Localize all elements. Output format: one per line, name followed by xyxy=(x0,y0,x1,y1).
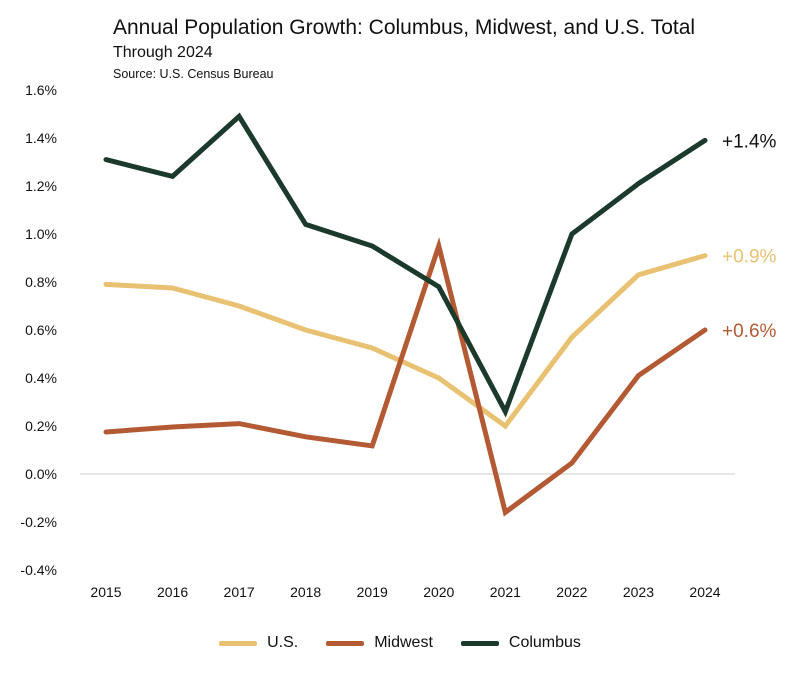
x-tick-label: 2023 xyxy=(623,584,654,600)
legend-label: Midwest xyxy=(374,634,433,651)
x-tick-label: 2016 xyxy=(157,584,188,600)
y-tick-label: 0.2% xyxy=(25,418,57,434)
legend-label: Columbus xyxy=(508,634,581,651)
legend-item: U.S. xyxy=(219,634,298,652)
x-tick-label: 2020 xyxy=(423,584,454,600)
series-line-columbus xyxy=(103,112,708,418)
legend-label: U.S. xyxy=(267,634,299,651)
chart-title: Annual Population Growth: Columbus, Midw… xyxy=(113,16,696,39)
chart-source: Source: U.S. Census Bureau xyxy=(113,67,274,81)
y-tick-label: 0.0% xyxy=(25,466,57,482)
end-label: +0.6% xyxy=(722,321,777,342)
x-tick-label: 2024 xyxy=(689,584,720,600)
x-tick-label: 2017 xyxy=(224,584,255,600)
x-tick-label: 2022 xyxy=(556,584,587,600)
y-tick-label: 1.2% xyxy=(25,178,57,194)
end-label: +0.9% xyxy=(722,247,777,268)
chart-subtitle: Through 2024 xyxy=(113,44,213,61)
legend: U.S. Midwest Columbus xyxy=(0,634,800,652)
legend-swatch xyxy=(219,640,258,646)
series-line-midwest xyxy=(103,237,708,517)
x-tick-label: 2015 xyxy=(90,584,121,600)
x-tick-label: 2018 xyxy=(290,584,321,600)
series-line-us xyxy=(103,253,708,430)
y-tick-label: 1.6% xyxy=(25,82,57,98)
y-tick-label: 0.6% xyxy=(25,322,57,338)
y-tick-label: 1.0% xyxy=(25,226,57,242)
y-tick-label: 1.4% xyxy=(25,130,57,146)
y-tick-label: 0.8% xyxy=(25,274,57,290)
y-tick-label: -0.2% xyxy=(20,514,57,530)
end-label: +1.4% xyxy=(722,131,777,152)
legend-swatch xyxy=(460,640,499,646)
x-tick-label: 2019 xyxy=(357,584,388,600)
y-tick-label: -0.4% xyxy=(20,562,57,578)
y-tick-label: 0.4% xyxy=(25,370,57,386)
legend-item: Columbus xyxy=(460,634,581,652)
legend-swatch xyxy=(326,640,365,646)
x-tick-label: 2021 xyxy=(490,584,521,600)
legend-item: Midwest xyxy=(326,634,433,652)
